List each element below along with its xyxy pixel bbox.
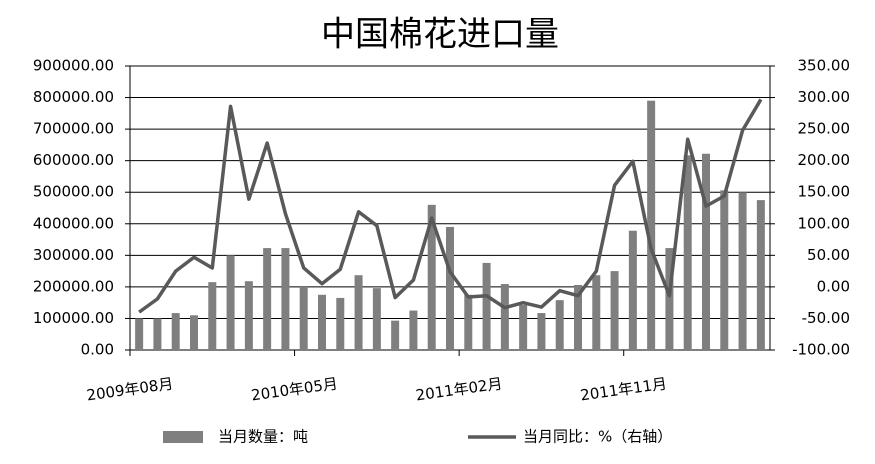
y-tick-label: 900000.00 bbox=[33, 57, 114, 75]
x-tick-label: 2011年11月 bbox=[579, 375, 668, 405]
bar bbox=[409, 310, 418, 350]
x-tick-label: 2009年08月 bbox=[85, 375, 174, 405]
bar bbox=[756, 200, 765, 350]
bar bbox=[336, 297, 345, 350]
bar bbox=[519, 304, 528, 350]
y2-tick-label: 100.00 bbox=[798, 214, 851, 232]
x-tick-label: 2010年05月 bbox=[250, 375, 339, 405]
y-tick-label: 400000.00 bbox=[33, 214, 114, 232]
bar bbox=[208, 282, 217, 350]
y2-tick-label: 200.00 bbox=[798, 151, 851, 169]
bar bbox=[665, 248, 674, 350]
bar bbox=[720, 190, 729, 350]
y-tick-label: 200000.00 bbox=[33, 277, 114, 295]
bar bbox=[263, 248, 272, 350]
bar bbox=[372, 288, 381, 350]
bar bbox=[702, 153, 710, 350]
bar bbox=[555, 300, 564, 350]
y-tick-label: 300000.00 bbox=[33, 246, 114, 264]
bar bbox=[738, 192, 747, 350]
bar bbox=[391, 320, 400, 350]
bar bbox=[482, 262, 491, 350]
bar bbox=[226, 255, 235, 350]
bar bbox=[135, 318, 144, 350]
y2-tick-label: -50.00 bbox=[802, 309, 850, 327]
bar bbox=[354, 275, 363, 350]
bar bbox=[299, 286, 308, 350]
line bbox=[138, 98, 763, 314]
y2-tick-label: 350.00 bbox=[798, 57, 851, 75]
bar bbox=[610, 271, 619, 350]
bar bbox=[500, 284, 509, 350]
y2-tick-label: 50.00 bbox=[807, 246, 850, 264]
bar bbox=[537, 313, 546, 350]
legend-label: 当月同比：%（右轴） bbox=[523, 428, 672, 446]
bar bbox=[190, 315, 198, 350]
bar bbox=[171, 313, 180, 350]
y2-tick-label: 150.00 bbox=[798, 183, 851, 201]
y2-tick-label: 0.00 bbox=[817, 277, 850, 295]
legend-label: 当月数量：吨 bbox=[218, 428, 308, 446]
bar bbox=[464, 294, 473, 350]
bar bbox=[281, 248, 290, 350]
y-tick-label: 700000.00 bbox=[33, 120, 114, 138]
y-tick-label: 800000.00 bbox=[33, 88, 114, 106]
bar bbox=[446, 226, 454, 350]
x-tick-label: 2011年02月 bbox=[415, 375, 504, 405]
chart-title: 中国棉花进口量 bbox=[321, 15, 559, 55]
bar bbox=[244, 281, 253, 350]
legend-swatch bbox=[163, 431, 203, 443]
bar bbox=[153, 318, 162, 350]
y-tick-label: 500000.00 bbox=[33, 183, 114, 201]
bar bbox=[318, 294, 326, 350]
y2-tick-label: 300.00 bbox=[798, 88, 851, 106]
y-tick-label: 0.00 bbox=[81, 341, 114, 359]
bar bbox=[574, 284, 582, 350]
y-tick-label: 100000.00 bbox=[33, 309, 114, 327]
bar bbox=[628, 230, 637, 350]
y-tick-label: 600000.00 bbox=[33, 151, 114, 169]
bar bbox=[592, 275, 601, 350]
y2-tick-label: -100.00 bbox=[792, 341, 850, 359]
bar bbox=[683, 155, 692, 350]
bar bbox=[427, 204, 436, 350]
y2-tick-label: 250.00 bbox=[798, 120, 851, 138]
bar bbox=[647, 100, 656, 350]
